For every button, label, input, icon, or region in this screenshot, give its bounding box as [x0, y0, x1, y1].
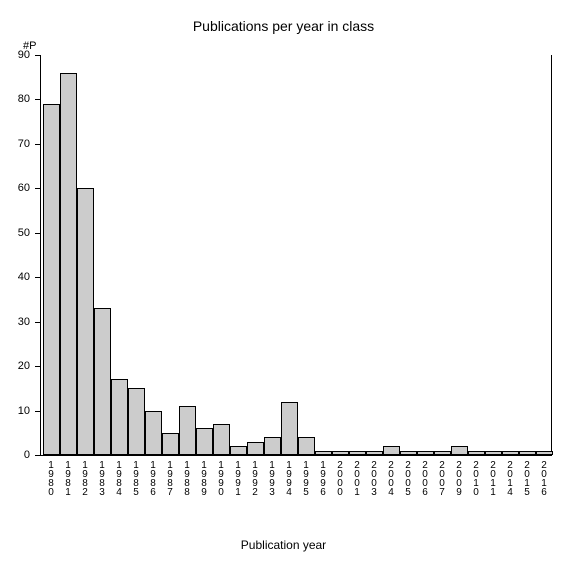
- y-tick-label: 30: [0, 316, 30, 328]
- x-tick-label: 1989: [199, 460, 209, 496]
- bar: [281, 402, 298, 455]
- x-tick-label: 2014: [505, 460, 515, 496]
- bar: [162, 433, 179, 455]
- x-tick-label: 1982: [80, 460, 90, 496]
- bar: [383, 446, 400, 455]
- bar: [179, 406, 196, 455]
- bar: [434, 451, 451, 455]
- chart-container: Publications per year in class #P Public…: [0, 0, 567, 567]
- bar: [77, 188, 94, 455]
- x-tick-label: 1991: [233, 460, 243, 496]
- bar: [349, 451, 366, 455]
- bar: [94, 308, 111, 455]
- x-tick-label: 1984: [114, 460, 124, 496]
- x-tick-label: 2015: [522, 460, 532, 496]
- x-tick-label: 2003: [369, 460, 379, 496]
- y-tick-label: 10: [0, 405, 30, 417]
- bar: [298, 437, 315, 455]
- x-tick-label: 2000: [335, 460, 345, 496]
- y-tick: [35, 144, 40, 145]
- x-tick-label: 2005: [403, 460, 413, 496]
- bar: [213, 424, 230, 455]
- y-tick: [35, 277, 40, 278]
- y-tick: [35, 188, 40, 189]
- bar: [400, 451, 417, 455]
- y-tick: [35, 411, 40, 412]
- x-tick-label: 2016: [539, 460, 549, 496]
- x-tick-label: 2010: [471, 460, 481, 496]
- y-tick: [35, 322, 40, 323]
- y-tick: [35, 233, 40, 234]
- bar: [485, 451, 502, 455]
- x-tick-label: 2001: [352, 460, 362, 496]
- y-tick-label: 60: [0, 182, 30, 194]
- x-tick-label: 1983: [97, 460, 107, 496]
- chart-title: Publications per year in class: [0, 18, 567, 34]
- x-tick-label: 2004: [386, 460, 396, 496]
- x-tick-label: 1985: [131, 460, 141, 496]
- x-tick-label: 1980: [46, 460, 56, 496]
- y-tick-label: 70: [0, 138, 30, 150]
- bar: [247, 442, 264, 455]
- bar: [502, 451, 519, 455]
- bar: [264, 437, 281, 455]
- y-tick: [35, 366, 40, 367]
- bar: [468, 451, 485, 455]
- x-axis-title: Publication year: [0, 538, 567, 552]
- x-tick-label: 1988: [182, 460, 192, 496]
- x-tick-label: 1992: [250, 460, 260, 496]
- bar: [43, 104, 60, 455]
- bar: [196, 428, 213, 455]
- bar: [315, 451, 332, 455]
- bar: [230, 446, 247, 455]
- y-tick-label: 20: [0, 360, 30, 372]
- x-tick-label: 2006: [420, 460, 430, 496]
- x-tick-label: 1994: [284, 460, 294, 496]
- x-tick-label: 1993: [267, 460, 277, 496]
- bar: [366, 451, 383, 455]
- bar: [332, 451, 349, 455]
- x-tick-label: 2011: [488, 460, 498, 496]
- y-tick-label: 90: [0, 49, 30, 61]
- y-tick: [35, 455, 40, 456]
- x-tick-label: 2009: [454, 460, 464, 496]
- bar: [536, 451, 553, 455]
- bar: [417, 451, 434, 455]
- y-tick: [35, 55, 40, 56]
- y-tick-label: 0: [0, 449, 30, 461]
- x-tick-label: 1995: [301, 460, 311, 496]
- x-tick-label: 1996: [318, 460, 328, 496]
- bar: [60, 73, 77, 455]
- x-tick-label: 1986: [148, 460, 158, 496]
- x-tick-label: 1981: [63, 460, 73, 496]
- x-tick-label: 1990: [216, 460, 226, 496]
- bar: [111, 379, 128, 455]
- bar: [451, 446, 468, 455]
- y-tick-label: 80: [0, 93, 30, 105]
- bar: [519, 451, 536, 455]
- plot-area: [40, 55, 552, 456]
- bar: [128, 388, 145, 455]
- y-tick-label: 50: [0, 227, 30, 239]
- bar: [145, 411, 162, 455]
- y-tick-label: 40: [0, 271, 30, 283]
- x-tick-label: 1987: [165, 460, 175, 496]
- y-tick: [35, 99, 40, 100]
- x-tick-label: 2007: [437, 460, 447, 496]
